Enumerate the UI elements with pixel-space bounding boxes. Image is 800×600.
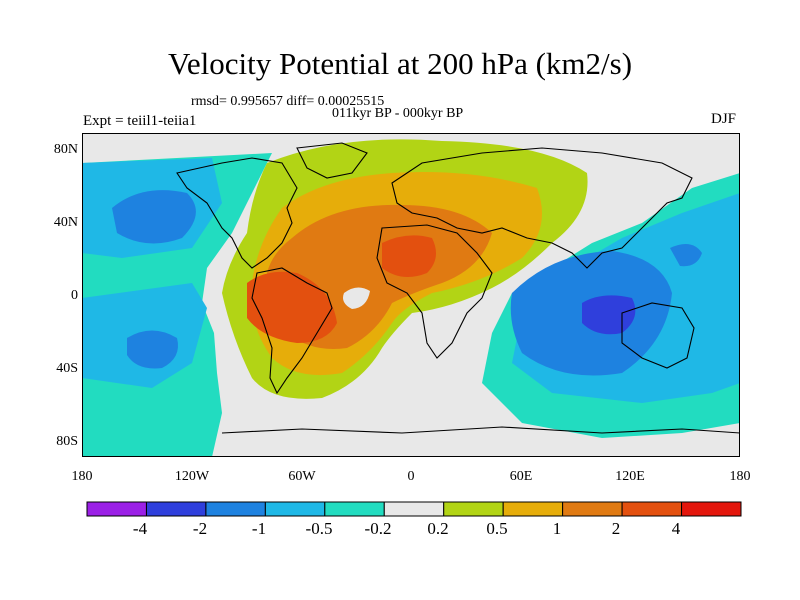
contour-m1-north-pacific [112, 190, 196, 244]
coastlines [176, 142, 740, 434]
colorbar-tick-label: -2 [192, 519, 208, 538]
x-tick-label: 120E [615, 469, 645, 484]
coast-north-america [176, 157, 298, 269]
x-tick-label: 60E [509, 469, 533, 484]
colorbar-swatch [264, 501, 326, 517]
map-panel [82, 133, 740, 457]
map-border [82, 133, 740, 457]
colorbar [86, 501, 742, 517]
chart-title: Velocity Potential at 200 hPa (km2/s) [167, 46, 633, 81]
colorbar-swatch [443, 501, 504, 517]
y-tick-label: 80N [53, 142, 78, 157]
contour-m1-south-pacific [127, 330, 178, 369]
colorbar-tick-label: 0.2 [427, 519, 449, 538]
colorbar-tick-label: -4 [132, 519, 148, 538]
x-tick-label: 60W [288, 469, 316, 484]
colorbar-tick-label: 4 [671, 519, 681, 538]
y-tick-label: 80S [56, 434, 78, 449]
colorbar-swatch [383, 501, 445, 517]
period-label: 011kyr BP - 000kyr BP [332, 106, 464, 121]
season-label: DJF [711, 111, 737, 127]
y-tick-label: 0 [71, 288, 78, 303]
colorbar-swatch [324, 501, 385, 517]
coast-australia [621, 302, 695, 369]
x-tick-label: 180 [729, 469, 751, 484]
colorbar-swatch [502, 501, 564, 517]
x-tick-label: 180 [71, 469, 93, 484]
colorbar-swatch [86, 501, 147, 517]
colorbar-swatch [205, 501, 266, 517]
colorbar-tick-label: 0.5 [486, 519, 508, 538]
rmsd-subtitle: rmsd= 0.995657 diff= 0.00025515 [191, 94, 385, 109]
coast-south-america [251, 267, 333, 395]
colorbar-tick-label: -1 [251, 519, 267, 538]
contour-map [82, 133, 740, 457]
colorbar-swatch [681, 501, 742, 517]
y-tick-label: 40S [56, 361, 78, 376]
coast-africa [376, 224, 493, 359]
colorbar-swatch [621, 501, 683, 517]
colorbar-tick-label: 1 [552, 519, 562, 538]
coast-greenland [296, 142, 368, 179]
contour-p2-south-america [247, 271, 337, 343]
contour-p2-africa [382, 235, 436, 277]
x-tick-label: 0 [407, 469, 415, 484]
colorbar-tick-label: 2 [611, 519, 621, 538]
y-tick-label: 40N [53, 215, 78, 230]
experiment-label: Expt = teiil1-teiia1 [83, 113, 197, 129]
contour-neutral-hole [343, 287, 370, 309]
coast-antarctica [221, 426, 740, 434]
contour-m1-north-australia [670, 244, 702, 267]
colorbar-swatch [562, 501, 623, 517]
colorbar-tick-label: -0.5 [305, 519, 333, 538]
colorbar-swatch [145, 501, 207, 517]
colorbar-tick-label: -0.2 [364, 519, 392, 538]
coast-eurasia [391, 147, 693, 269]
x-tick-label: 120W [174, 469, 210, 484]
